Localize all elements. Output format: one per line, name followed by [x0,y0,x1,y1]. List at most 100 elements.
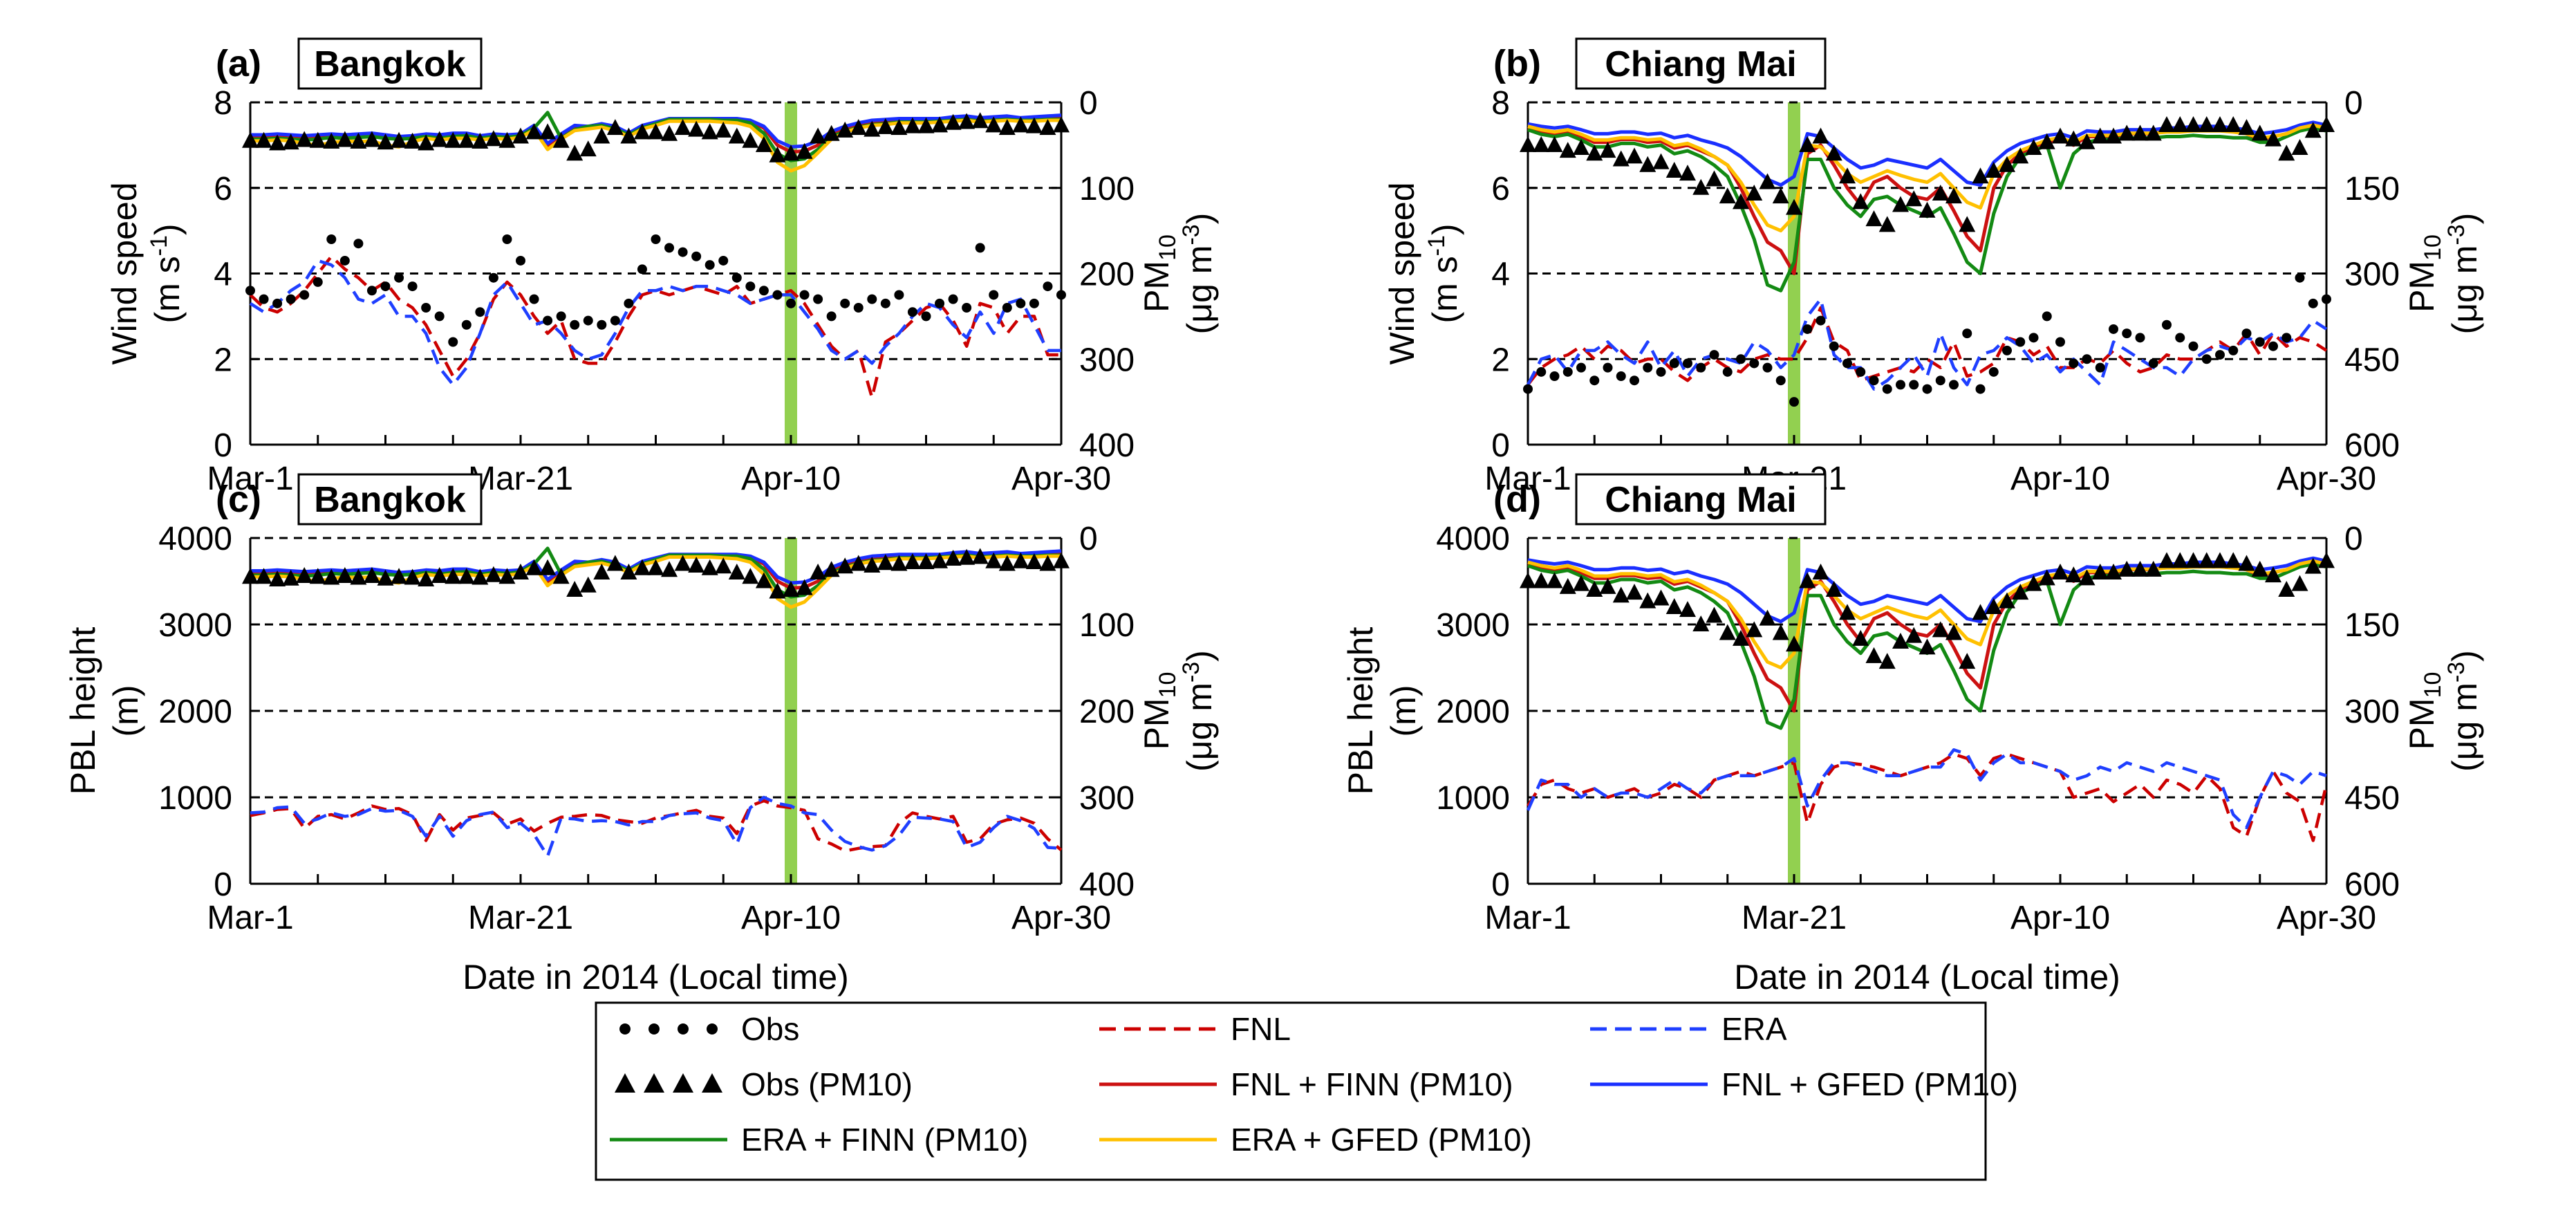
obs-dot [1643,362,1653,373]
obs-pm10-triangle [877,118,894,134]
obs-pm10-triangle [2172,552,2189,568]
y-tick-label: 0 [1491,427,1510,464]
obs-pm10-triangle [674,555,691,571]
obs-dot [772,290,783,300]
obs-pm10-triangle [1985,162,2002,178]
obs-pm10-triangle [255,131,272,148]
obs-pm10-triangle [1652,589,1670,606]
obs-dot [394,272,404,283]
obs-pm10-triangle [1520,136,1536,152]
obs-dot [1603,362,1613,373]
legend-triangle [702,1073,722,1093]
obs-dot [704,260,715,270]
obs-dot [1002,303,1012,313]
obs-pm10-triangle [647,123,664,140]
obs-dot [691,251,702,261]
obs-pm10-triangle [2238,119,2255,136]
obs-pm10-triangle [498,568,516,584]
obs-dot [1882,384,1892,394]
obs-pm10-triangle [1932,185,1949,201]
obs-dot [1709,350,1719,360]
obs-pm10-triangle [742,568,759,584]
obs-pm10-triangle [633,123,651,140]
obs-dot [2188,341,2199,351]
obs-dot [962,303,972,313]
obs-pm10-triangle [458,568,475,584]
obs-pm10-triangle [1878,653,1896,669]
y2-axis-title: PM10 [1137,234,1181,313]
obs-pm10-triangle [2091,564,2109,579]
x-tick-label: Apr-10 [2010,900,2110,936]
obs-pm10-triangle [985,116,1002,133]
obs-pm10-triangle [350,132,367,149]
obs-dot [2148,358,2158,369]
legend-label: Obs (PM10) [741,1066,913,1102]
obs-pm10-triangle [810,564,827,579]
obs-pm10-triangle [1865,210,1883,227]
obs-pm10-triangle [1039,119,1056,136]
obs-pm10-triangle [296,131,313,147]
obs-dot [975,243,985,253]
obs-pm10-triangle [1759,173,1776,189]
obs-dot [1549,371,1560,381]
obs-pm10-triangle [1025,553,1043,569]
series-line-fnl [1527,752,2328,842]
x-tick-label: Mar-1 [207,461,293,497]
obs-dot [2175,333,2185,343]
city-box [297,473,483,526]
obs-dot [1909,380,1919,390]
obs-pm10-triangle [485,130,502,147]
obs-pm10-triangle [1905,190,1923,207]
obs-dot [1975,384,1986,394]
obs-pm10-triangle [485,566,502,582]
obs-pm10-triangle [1959,216,1976,232]
x-axis-title: Date in 2014 (Local time) [1734,958,2120,996]
obs-dot [664,243,675,253]
x-axis-title: Date in 2014 (Local time) [463,958,849,996]
obs-dot [2228,345,2239,355]
obs-dot [1576,362,1586,373]
obs-dot [1589,375,1600,386]
obs-dot [718,255,729,266]
obs-pm10-triangle [620,127,637,144]
x-tick-label: Mar-21 [1742,900,1847,936]
obs-pm10-triangle [769,146,786,163]
obs-pm10-triangle [431,131,448,147]
obs-dot [543,315,553,326]
y2-tick-label: 450 [2344,780,2400,817]
obs-pm10-triangle [1053,116,1070,133]
obs-pm10-triangle [377,133,394,150]
obs-dot [245,286,255,296]
obs-dot [1869,375,1879,386]
obs-dot [2042,311,2052,322]
y2-axis-title: PM10 [2402,672,2446,750]
y-tick-label: 8 [1491,85,1510,122]
y2-tick-label: 200 [1079,257,1135,293]
obs-pm10-triangle [1999,156,2015,172]
y2-tick-label: 0 [2344,85,2363,122]
obs-pm10-triangle [404,568,421,585]
obs-pm10-triangle [2038,569,2055,586]
obs-pm10-triangle [1692,178,1710,195]
y2-tick-label: 600 [2344,866,2400,903]
y2-tick-label: 0 [1079,85,1098,122]
obs-pm10-triangle [391,568,408,584]
series-line-fnl [250,799,1063,853]
obs-pm10-triangle [728,127,745,144]
panel-a: Mar-1 Mar-21 Apr-10 Apr-30 0 2 4 6 8 0 100 200 300 40… [105,37,1219,497]
obs-pm10-triangle [2078,569,2096,586]
obs-pm10-triangle [755,572,772,588]
obs-dot [2095,362,2105,373]
obs-pm10-triangle [1612,586,1630,603]
obs-pm10-triangle [850,555,867,571]
obs-pm10-triangle [1025,117,1043,133]
obs-pm10-triangle [1039,555,1056,571]
obs-pm10-triangle [2091,127,2109,144]
obs-pm10-triangle [890,555,908,571]
obs-pm10-triangle [701,123,718,140]
obs-dot [583,315,593,326]
obs-dot [2268,341,2278,351]
panel-label: (d) [1493,479,1541,520]
legend-label: ERA [1721,1011,1787,1047]
obs-pm10-triangle [1892,633,1909,649]
